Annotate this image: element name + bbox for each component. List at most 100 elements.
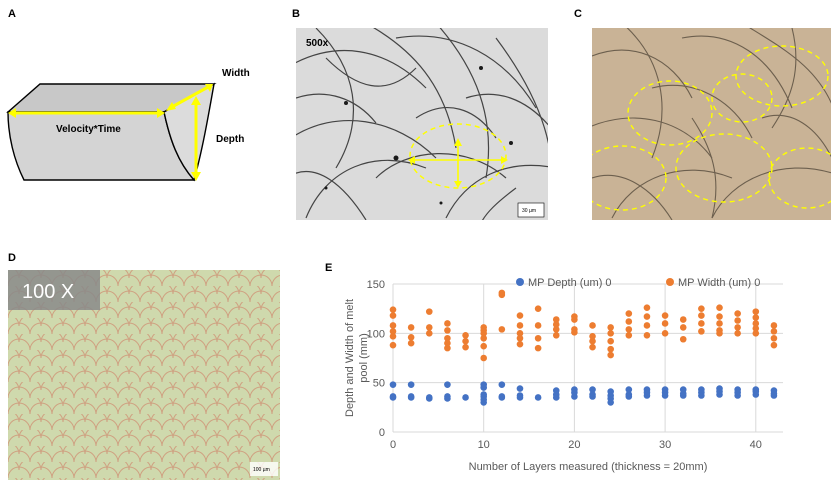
width-point xyxy=(643,322,651,329)
depth-point xyxy=(425,395,433,402)
depth-point xyxy=(589,386,596,393)
width-point xyxy=(679,316,687,323)
y-tick-label: 50 xyxy=(373,378,385,390)
depth-point xyxy=(770,392,778,399)
width-point xyxy=(734,324,741,331)
depth-point xyxy=(661,392,669,399)
width-point xyxy=(407,339,415,347)
x-tick-label: 10 xyxy=(478,439,490,451)
depth-point xyxy=(716,391,723,398)
width-point xyxy=(444,344,451,352)
width-point xyxy=(716,304,723,311)
depth-point xyxy=(734,392,741,399)
width-point xyxy=(444,327,451,334)
panel-e-letter: E xyxy=(325,262,333,274)
width-point xyxy=(407,324,415,331)
width-point xyxy=(444,339,451,347)
depth-point xyxy=(698,392,705,399)
width-point xyxy=(589,322,596,329)
depth-point xyxy=(625,393,633,400)
width-point xyxy=(770,328,778,335)
x-tick-label: 30 xyxy=(659,439,671,451)
width-point xyxy=(462,332,469,339)
width-point xyxy=(607,330,614,337)
depth-label: Depth xyxy=(216,134,244,145)
width-point xyxy=(462,343,469,351)
magnification-label-500x: 500x xyxy=(306,38,329,49)
width-point xyxy=(552,316,560,323)
width-point xyxy=(698,305,705,312)
width-point xyxy=(661,312,669,319)
width-point xyxy=(389,306,397,313)
micrograph-color xyxy=(592,28,831,220)
micrograph-100x: 100 X 100 µm xyxy=(8,270,280,480)
width-point xyxy=(498,289,506,297)
depth-point xyxy=(607,399,614,406)
depth-point xyxy=(480,384,487,391)
depth-point xyxy=(389,381,397,388)
width-point xyxy=(534,305,542,312)
width-point xyxy=(770,341,778,349)
width-point xyxy=(389,332,397,340)
width-point xyxy=(734,330,741,337)
width-point xyxy=(661,330,669,337)
width-point xyxy=(770,334,778,342)
legend-marker xyxy=(516,278,524,286)
width-point xyxy=(516,322,524,329)
width-point xyxy=(480,342,487,350)
panel-a-letter: A xyxy=(8,8,16,20)
width-point xyxy=(425,308,433,315)
panel-d-letter: D xyxy=(8,252,16,264)
width-point xyxy=(770,322,778,329)
width-point xyxy=(407,333,415,341)
width-point xyxy=(444,334,451,342)
width-label: Width xyxy=(222,68,250,79)
y-axis-label-line1: Depth and Width of melt xyxy=(344,299,356,417)
width-point xyxy=(425,330,433,337)
scale-bar-label-d: 100 µm xyxy=(253,467,270,473)
x-tick-label: 0 xyxy=(390,439,396,451)
depth-point xyxy=(498,381,506,388)
width-point xyxy=(462,337,469,345)
width-point xyxy=(589,332,596,340)
depth-point xyxy=(643,392,651,399)
depth-point xyxy=(407,394,415,401)
width-point xyxy=(389,322,397,329)
legend-marker xyxy=(666,278,674,286)
width-point xyxy=(480,354,487,362)
depth-point xyxy=(534,394,542,401)
depth-point xyxy=(498,394,506,401)
x-tick-label: 20 xyxy=(568,439,580,451)
width-point xyxy=(480,334,487,342)
width-point xyxy=(734,310,741,317)
width-point xyxy=(752,330,760,337)
width-point xyxy=(589,337,596,345)
width-point xyxy=(516,330,524,337)
width-point xyxy=(625,326,633,333)
scale-bar-label-b: 30 µm xyxy=(522,208,536,214)
y-axis-label: Depth and Width of melt pool (mm) xyxy=(344,299,370,417)
width-point xyxy=(698,328,705,335)
depth-point xyxy=(480,399,487,406)
width-point xyxy=(625,332,633,339)
width-point xyxy=(552,332,560,339)
depth-point xyxy=(516,385,524,392)
depth-point xyxy=(444,395,451,402)
width-point xyxy=(679,324,687,331)
width-point xyxy=(571,316,578,323)
width-point xyxy=(444,320,451,327)
width-point xyxy=(698,312,705,319)
depth-point xyxy=(389,394,397,401)
micrograph-500x: 500x 30 µm xyxy=(296,28,548,220)
x-axis-label: Number of Layers measured (thickness = 2… xyxy=(469,461,708,473)
depth-point xyxy=(752,391,760,398)
width-point xyxy=(643,313,651,320)
legend-label: MP Width (um) 0 xyxy=(678,277,760,289)
width-point xyxy=(389,328,397,335)
width-point xyxy=(534,334,542,342)
width-point xyxy=(698,320,705,327)
width-point xyxy=(552,326,560,333)
width-point xyxy=(752,325,760,332)
width-point xyxy=(752,308,760,315)
y-tick-label: 150 xyxy=(367,279,385,291)
